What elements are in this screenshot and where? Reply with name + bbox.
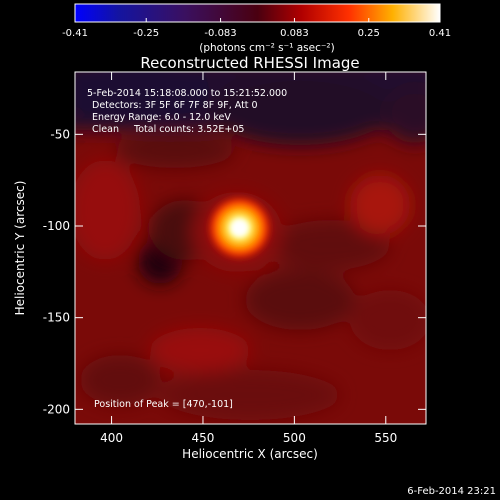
y-tick-label: -200 bbox=[43, 402, 70, 416]
annotation-energy-range: Energy Range: 6.0 - 12.0 keV bbox=[92, 112, 231, 123]
annotation-detectors: Detectors: 3F 5F 6F 7F 8F 9F, Att 0 bbox=[92, 100, 258, 111]
colorbar-ticks: -0.41 -0.25 -0.083 0.083 0.25 0.41 bbox=[62, 18, 451, 39]
annotation-time-range: 5-Feb-2014 15:18:08.000 to 15:21:52.000 bbox=[87, 88, 287, 99]
colorbar-tick-label: -0.083 bbox=[204, 28, 236, 39]
peak-source bbox=[205, 193, 274, 262]
x-tick-label: 400 bbox=[100, 431, 123, 445]
colorbar-unit-label: (photons cm⁻² s⁻¹ asec⁻²) bbox=[199, 42, 334, 54]
y-axis-ticks: -50 -100 -150 -200 bbox=[43, 127, 426, 416]
footer-timestamp: 6-Feb-2014 23:21 bbox=[407, 486, 496, 497]
colorbar-tick-label: 0.41 bbox=[429, 28, 451, 39]
heatmap-image bbox=[75, 72, 426, 424]
y-tick-label: -100 bbox=[43, 219, 70, 233]
peak-position-label: Position of Peak = [470,-101] bbox=[94, 399, 233, 410]
colorbar-tick-label: 0.25 bbox=[358, 28, 380, 39]
colorbar bbox=[74, 3, 441, 23]
x-tick-label: 550 bbox=[374, 431, 397, 445]
y-tick-label: -50 bbox=[50, 127, 70, 141]
colorbar-tick-label: 0.083 bbox=[280, 28, 309, 39]
colorbar-tick-label: -0.41 bbox=[62, 28, 88, 39]
x-axis-label: Heliocentric X (arcsec) bbox=[182, 447, 318, 461]
y-tick-label: -150 bbox=[43, 311, 70, 325]
colorbar-tick-label: -0.25 bbox=[133, 28, 159, 39]
x-tick-label: 500 bbox=[283, 431, 306, 445]
y-axis-label: Heliocentric Y (arcsec) bbox=[13, 181, 27, 316]
annotation-clean-counts: Clean Total counts: 3.52E+05 bbox=[92, 124, 244, 135]
plot-frame bbox=[74, 71, 427, 425]
chart-title: Reconstructed RHESSI Image bbox=[140, 54, 359, 72]
x-tick-label: 450 bbox=[192, 431, 215, 445]
peak-core bbox=[230, 218, 249, 237]
x-axis-ticks: 400 450 500 550 bbox=[100, 72, 397, 445]
